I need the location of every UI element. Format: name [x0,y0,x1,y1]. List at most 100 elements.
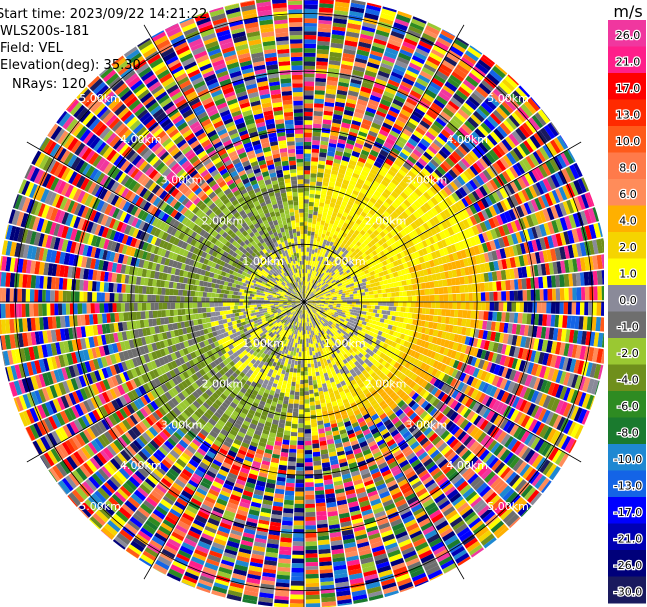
velocity-cell [310,306,314,309]
velocity-cell [296,348,300,353]
velocity-cell [416,360,423,368]
velocity-cell [251,296,257,300]
velocity-cell [585,362,593,377]
velocity-cell [322,319,326,323]
velocity-cell [596,301,602,316]
velocity-cell [164,295,169,303]
velocity-cell [368,308,374,313]
velocity-cell [325,307,330,310]
velocity-cell [271,302,276,304]
velocity-cell [374,305,380,310]
velocity-cell [523,487,537,501]
velocity-cell [73,303,78,315]
velocity-cell [50,303,55,316]
velocity-cell [5,303,11,318]
velocity-cell [507,334,514,345]
velocity-cell [546,353,553,367]
velocity-cell [456,361,464,371]
velocity-cell [118,556,134,569]
velocity-cell [445,357,452,366]
velocity-cell [292,545,305,551]
velocity-cell [484,350,491,361]
velocity-cell [304,440,312,446]
velocity-cell [390,346,397,354]
velocity-cell [313,469,323,475]
velocity-cell [370,364,377,371]
velocity-cell [299,400,305,405]
velocity-cell [578,392,587,407]
velocity-cell [427,301,432,308]
velocity-cell [527,301,533,313]
velocity-cell [387,380,395,388]
velocity-cell [311,367,316,373]
velocity-cell [543,380,552,394]
velocity-cell [289,440,297,446]
velocity-cell [124,303,130,312]
velocity-cell [420,400,429,409]
velocity-cell [546,428,557,443]
velocity-cell [238,312,244,316]
velocity-cell [447,367,455,376]
velocity-cell [210,307,215,312]
velocity-cell [325,321,330,326]
velocity-cell [316,304,322,307]
velocity-cell [287,461,296,467]
velocity-cell [283,375,289,381]
velocity-cell [288,371,293,377]
velocity-cell [313,388,319,393]
velocity-cell [490,442,501,454]
velocity-cell [314,392,319,397]
velocity-cell [192,296,198,303]
velocity-cell [364,318,370,323]
velocity-cell [241,292,247,296]
velocity-cell [352,321,359,326]
velocity-cell [172,295,177,303]
velocity-cell [348,306,353,310]
velocity-cell [304,425,311,430]
velocity-cell [337,329,342,334]
velocity-cell [196,285,201,292]
velocity-cell [493,444,504,457]
velocity-cell [432,410,441,419]
velocity-cell [294,360,298,366]
velocity-cell [569,358,577,373]
velocity-cell [297,432,305,438]
velocity-cell [335,323,340,327]
velocity-cell [190,314,196,320]
velocity-cell [368,331,375,337]
velocity-cell [334,312,339,315]
velocity-cell [405,323,411,330]
velocity-cell [396,371,403,379]
velocity-cell [417,397,426,406]
velocity-cell [118,312,125,322]
velocity-cell [80,314,86,326]
velocity-cell [559,371,567,385]
velocity-cell [573,390,583,406]
velocity-cell [282,380,288,386]
velocity-cell [332,309,337,313]
velocity-cell [526,389,535,402]
velocity-cell [400,366,408,374]
velocity-cell [352,307,357,310]
velocity-cell [427,342,435,351]
velocity-cell [282,516,293,522]
velocity-cell [393,386,401,394]
velocity-cell [108,282,114,293]
velocity-cell [244,308,250,312]
velocity-cell [388,320,394,326]
velocity-cell [305,478,314,483]
velocity-cell [528,470,540,485]
velocity-cell [450,425,460,436]
velocity-cell [315,303,321,306]
velocity-cell [311,435,319,441]
velocity-cell [197,308,202,314]
velocity-cell [522,313,528,324]
velocity-cell [312,350,316,356]
velocity-cell [83,291,88,303]
velocity-cell [511,382,520,395]
velocity-cell [240,308,246,312]
velocity-cell [568,458,580,474]
velocity-cell [312,304,318,307]
velocity-cell [542,352,550,366]
velocity-cell [536,326,543,339]
